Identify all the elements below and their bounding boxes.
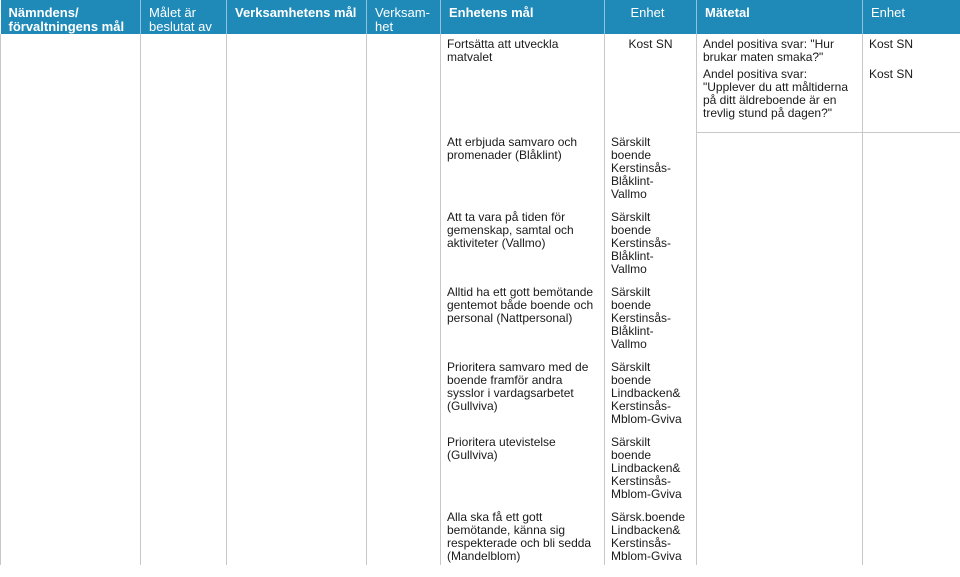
empty-cell <box>696 132 863 565</box>
header-unit-goal: Enhetens mål <box>440 0 605 34</box>
unit-goal-cell: Prioritera utevistelse (Gullviva) <box>440 432 605 507</box>
header-operation: Verksam- het <box>366 0 441 34</box>
header-decided-by: Målet är beslutat av <box>140 0 227 34</box>
measure-unit-cell: Kost SN <box>862 34 960 64</box>
unit-cell: Kost SN <box>604 34 697 132</box>
header-operation-goal: Verksamhetens mål <box>226 0 367 34</box>
table-row: Alla ska få ett gott bemötande, känna si… <box>1 507 960 565</box>
unit-cell: Särskilt boende Lindbacken& Kerstinsås- … <box>604 357 697 432</box>
empty-cell <box>140 34 227 132</box>
unit-goal-cell: Prioritera samvaro med de boende framför… <box>440 357 605 432</box>
empty-cell <box>862 132 960 565</box>
header-measure-unit: Enhet <box>862 0 960 34</box>
header-measure: Mätetal <box>696 0 863 34</box>
header-unit: Enhet <box>604 0 697 34</box>
empty-cell <box>226 132 367 565</box>
measure-cell: Andel positiva svar: "Hur brukar maten s… <box>696 34 863 64</box>
empty-cell <box>226 34 367 132</box>
table-row: Prioritera samvaro med de boende framför… <box>1 357 960 432</box>
unit-goal-cell: Att erbjuda samvaro och promenader (Blåk… <box>440 132 605 207</box>
table-row: Prioritera utevistelse (Gullviva) Särski… <box>1 432 960 507</box>
unit-cell: Särsk.boende Lindbacken& Kerstinsås- Mbl… <box>604 507 697 565</box>
measure-cell: Andel positiva svar: "Upplever du att må… <box>696 64 863 133</box>
unit-goal-cell: Alltid ha ett gott bemötande gentemot bå… <box>440 282 605 357</box>
empty-cell <box>366 34 441 132</box>
unit-cell: Särskilt boende Kerstinsås- Blåklint- Va… <box>604 207 697 282</box>
table-row: Att ta vara på tiden för gemenskap, samt… <box>1 207 960 282</box>
unit-cell: Särskilt boende Lindbacken& Kerstinsås- … <box>604 432 697 507</box>
empty-cell <box>140 132 227 565</box>
unit-goal-cell: Alla ska få ett gott bemötande, känna si… <box>440 507 605 565</box>
table-row: Andel positiva svar: "Upplever du att må… <box>1 64 960 133</box>
table-row: Alltid ha ett gott bemötande gentemot bå… <box>1 282 960 357</box>
unit-cell: Särskilt boende Kerstinsås- Blåklint- Va… <box>604 132 697 207</box>
unit-goal-cell: Att ta vara på tiden för gemenskap, samt… <box>440 207 605 282</box>
table-row: Fortsätta att utveckla matvalet Kost SN … <box>0 34 960 132</box>
empty-cell <box>0 34 141 132</box>
goals-table: Nämndens/ förvaltningens mål Målet är be… <box>0 0 960 565</box>
measure-unit-cell: Kost SN <box>862 64 960 133</box>
empty-cell <box>366 132 441 565</box>
unit-cell: Särskilt boende Kerstinsås- Blåklint- Va… <box>604 282 697 357</box>
empty-cell <box>0 132 141 565</box>
unit-goal-cell: Fortsätta att utveckla matvalet <box>440 34 605 132</box>
header-row: Nämndens/ förvaltningens mål Målet är be… <box>0 0 960 34</box>
table-row: Att erbjuda samvaro och promenader (Blåk… <box>0 132 960 565</box>
header-board-goal: Nämndens/ förvaltningens mål <box>0 0 141 34</box>
